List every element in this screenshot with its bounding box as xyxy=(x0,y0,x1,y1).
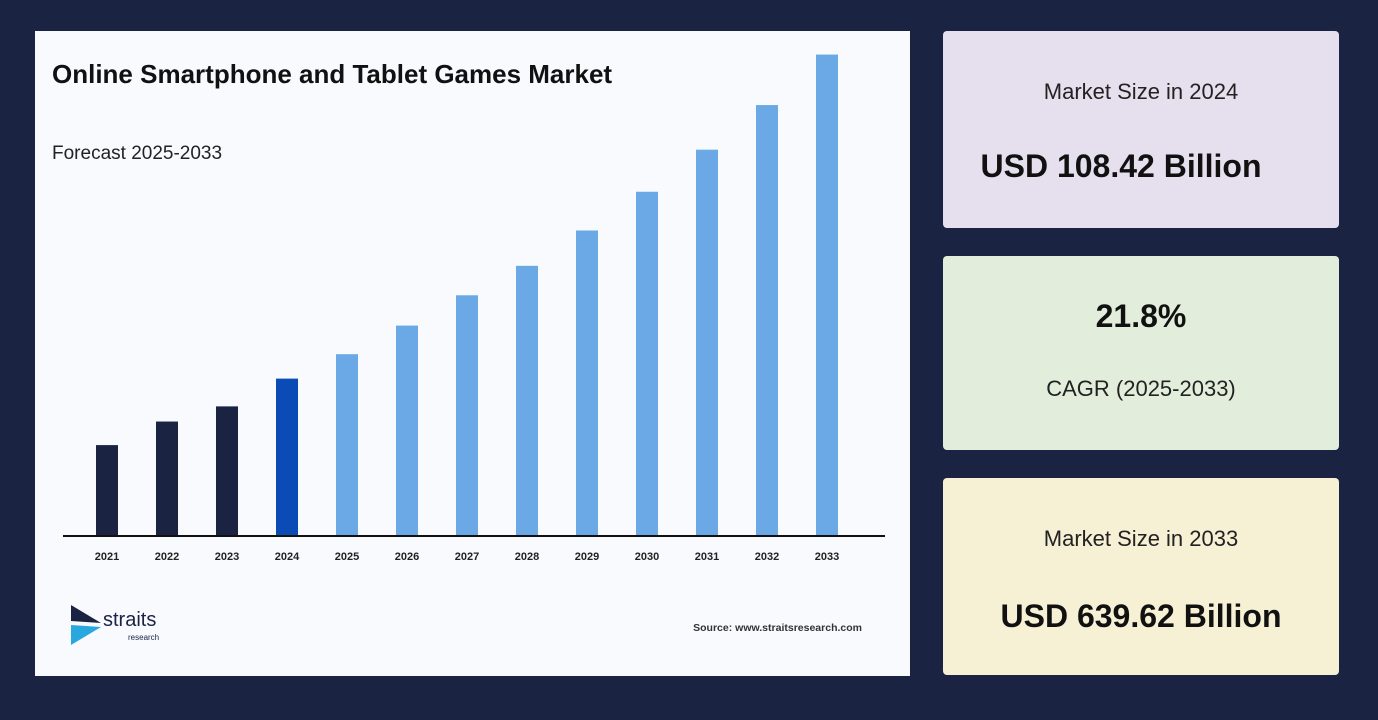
bar-2031 xyxy=(696,149,718,537)
bar-2032 xyxy=(756,105,778,537)
x-tick-label-2022: 2022 xyxy=(155,551,179,563)
source-text: Source: www.straitsresearch.com xyxy=(693,622,862,634)
bar-2022 xyxy=(156,421,178,536)
bar-2027 xyxy=(456,295,478,536)
straits-logo-icon xyxy=(71,605,101,645)
logo-subtext: research xyxy=(128,633,160,642)
x-tick-label-2025: 2025 xyxy=(335,551,359,563)
cagr-value: 21.8% xyxy=(1095,298,1187,334)
market-size-2024-label: Market Size in 2024 xyxy=(1043,79,1239,104)
market-size-2033-card: Market Size in 2033 USD 639.62 Billion xyxy=(943,478,1339,675)
x-tick-label-2031: 2031 xyxy=(695,551,719,563)
chart-title: Online Smartphone and Tablet Games Marke… xyxy=(52,59,613,89)
x-tick-label-2023: 2023 xyxy=(215,551,239,563)
x-tick-label-2021: 2021 xyxy=(95,551,119,563)
x-tick-label-2027: 2027 xyxy=(455,551,479,563)
logo-wordmark: straits xyxy=(103,609,157,631)
market-size-2024-card: Market Size in 2024 USD 108.42 Billion xyxy=(943,31,1339,228)
x-tick-label-2032: 2032 xyxy=(755,551,779,563)
cagr-label: CAGR (2025-2033) xyxy=(1046,376,1236,401)
bar-2023 xyxy=(216,406,238,536)
market-size-2033-label: Market Size in 2033 xyxy=(1043,526,1239,551)
bar-2025 xyxy=(336,354,358,536)
chart-panel: Online Smartphone and Tablet Games Marke… xyxy=(35,31,910,676)
bar-2029 xyxy=(576,230,598,536)
x-tick-label-2029: 2029 xyxy=(575,551,599,563)
x-tick-label-2033: 2033 xyxy=(815,551,839,563)
x-tick-label-2026: 2026 xyxy=(395,551,419,563)
x-tick-label-2030: 2030 xyxy=(635,551,659,563)
cagr-card: 21.8% CAGR (2025-2033) xyxy=(943,256,1339,450)
bar-2024 xyxy=(276,378,298,536)
x-tick-label-2024: 2024 xyxy=(275,551,300,563)
market-size-2033-value: USD 639.62 Billion xyxy=(1000,598,1282,634)
market-size-2024-value: USD 108.42 Billion xyxy=(980,148,1262,184)
bar-2026 xyxy=(396,325,418,536)
bar-2021 xyxy=(96,445,118,536)
chart-subtitle: Forecast 2025-2033 xyxy=(52,143,223,164)
bar-2030 xyxy=(636,191,658,536)
bar-2028 xyxy=(516,265,538,536)
straits-logo: straits research xyxy=(69,603,189,648)
bar-chart: 2021 2022 2023 2024 2025 2026 2027 2028 2029 2030… xyxy=(63,54,885,563)
bar-2033 xyxy=(816,54,838,537)
x-tick-label-2028: 2028 xyxy=(515,551,539,563)
